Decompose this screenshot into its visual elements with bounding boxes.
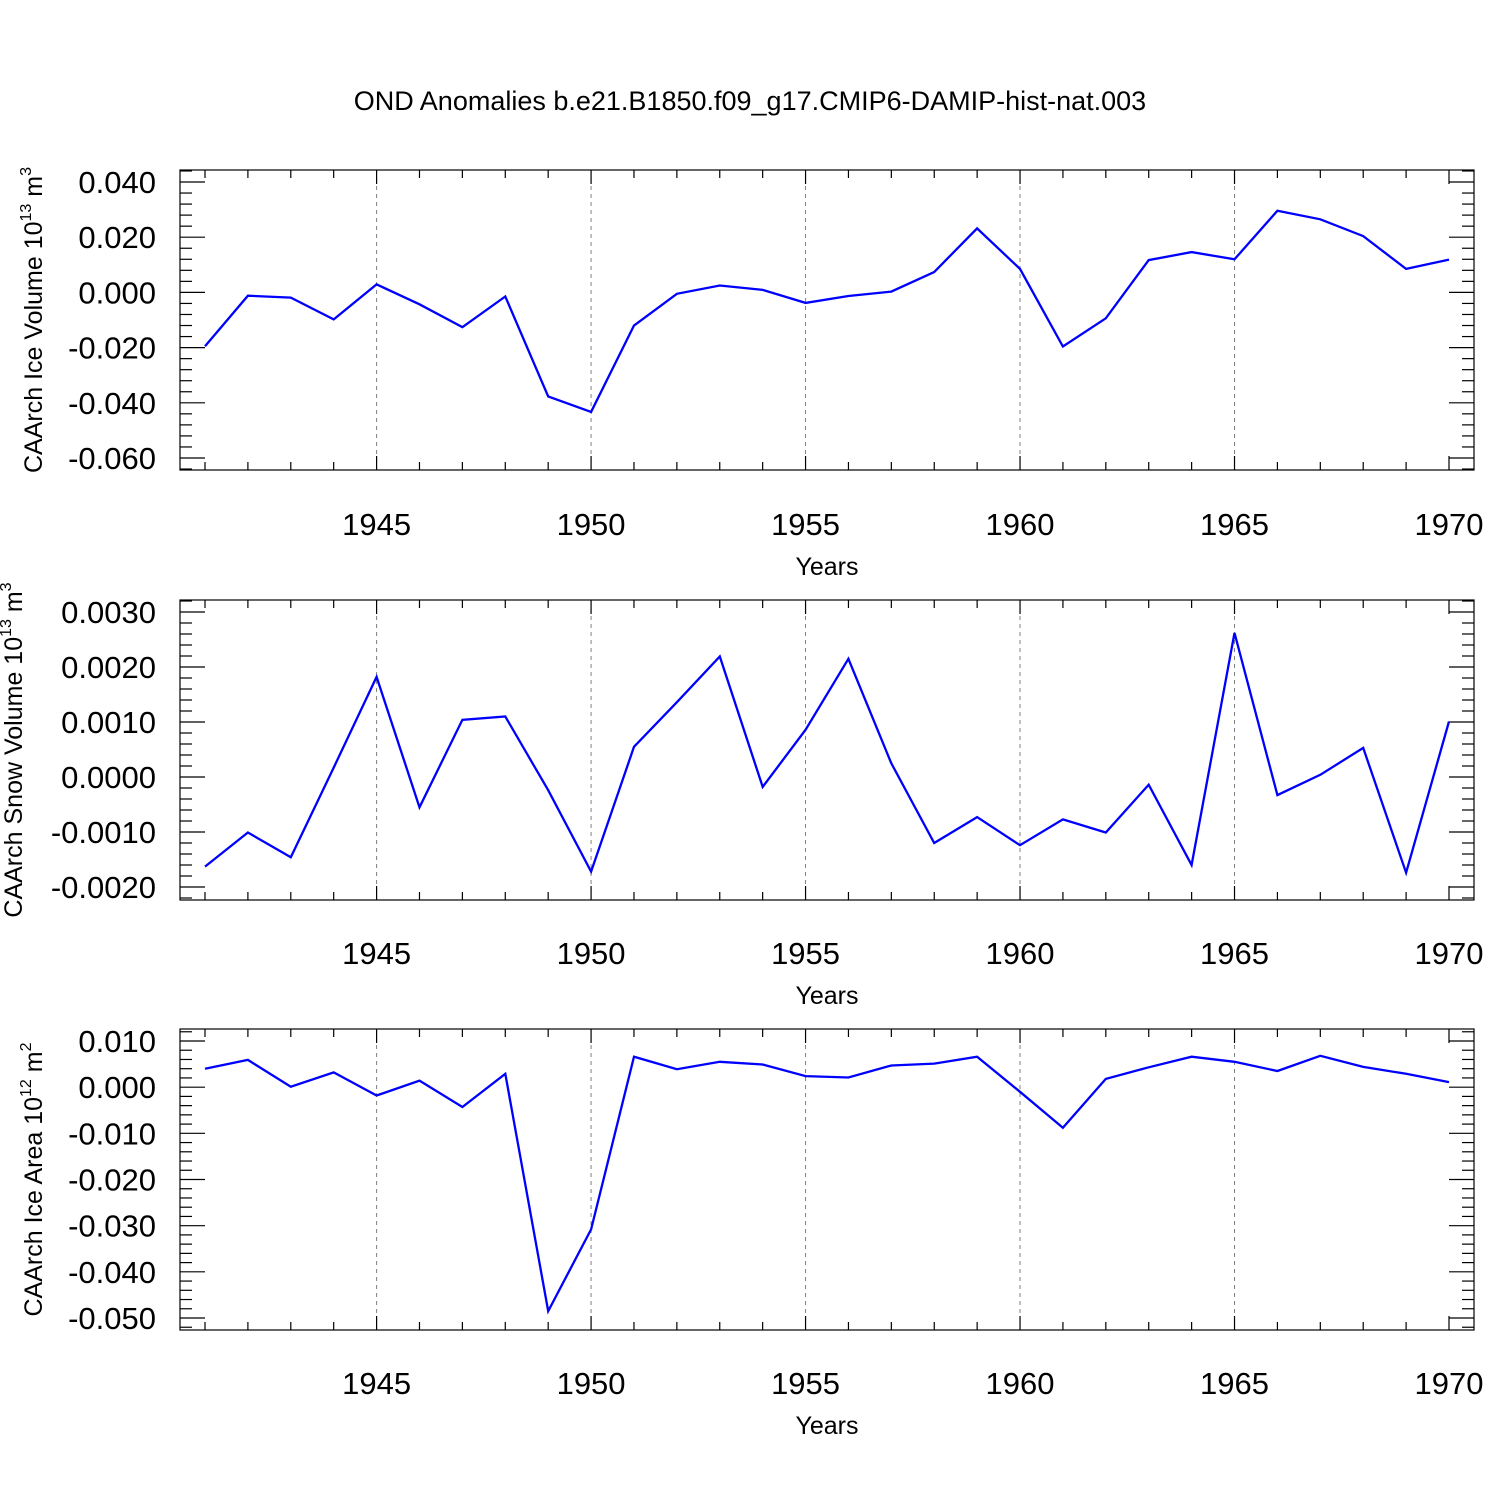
plot-frame [179, 599, 1475, 901]
x-tick-label: 1965 [1200, 507, 1269, 542]
y-tick-label: -0.040 [68, 386, 156, 421]
x-tick-label: 1950 [557, 507, 626, 542]
series-line [204, 632, 1451, 877]
x-axis-label: Years [795, 1412, 858, 1440]
x-tick-label: 1970 [1415, 936, 1484, 971]
x-tick-label: 1945 [342, 936, 411, 971]
y-tick-label: -0.020 [68, 1163, 156, 1198]
series-line [204, 209, 1450, 414]
y-tick-label: 0.000 [78, 275, 156, 310]
y-tick-label: -0.010 [68, 1116, 156, 1151]
x-tick-label: 1970 [1415, 507, 1484, 542]
y-tick-label: -0.030 [68, 1209, 156, 1244]
y-tick-label: -0.050 [68, 1301, 156, 1336]
y-tick-label: -0.0020 [51, 870, 156, 905]
y-tick-label: 0.0010 [61, 705, 156, 740]
x-tick-label: 1950 [557, 936, 626, 971]
y-tick-label: 0.040 [78, 165, 156, 200]
x-tick-label: 1945 [342, 507, 411, 542]
panel-1: -0.060 -0.040 -0.020 0.000 0.020 0.040 1945 195… [18, 165, 1483, 581]
plot-frame [179, 169, 1475, 471]
x-tick-label: 1960 [986, 936, 1055, 971]
y-axis-label: CAArch Ice Volume 1013 m3 [18, 167, 48, 473]
y-axis-label: CAArch Snow Volume 1013 m3 [0, 582, 28, 917]
y-tick-label: -0.060 [68, 441, 156, 476]
x-tick-label: 1955 [771, 936, 840, 971]
x-tick-label: 1960 [986, 1366, 1055, 1401]
plot-frame [179, 1028, 1475, 1331]
series-line [204, 1054, 1450, 1315]
y-axis-label: CAArch Ice Area 1012 m2 [18, 1042, 48, 1316]
y-tick-label: -0.040 [68, 1255, 156, 1290]
x-axis-label: Years [795, 982, 858, 1010]
chart-title: OND Anomalies b.e21.B1850.f09_g17.CMIP6-… [354, 86, 1146, 116]
y-tick-label: -0.0010 [51, 815, 156, 850]
y-tick-label: 0.0000 [61, 760, 156, 795]
panel-3: -0.050 -0.040 -0.030 -0.020 -0.010 0.000 0.010… [18, 1024, 1483, 1440]
x-tick-label: 1945 [342, 1366, 411, 1401]
y-tick-label: 0.010 [78, 1024, 156, 1059]
x-axis-label: Years [795, 553, 858, 581]
x-tick-label: 1965 [1200, 936, 1269, 971]
x-tick-label: 1970 [1415, 1366, 1484, 1401]
y-tick-label: -0.020 [68, 331, 156, 366]
x-tick-label: 1955 [771, 507, 840, 542]
chart-panels: -0.060 -0.040 -0.020 0.000 0.020 0.040 1945 195… [0, 165, 1483, 1440]
x-tick-label: 1965 [1200, 1366, 1269, 1401]
x-tick-label: 1955 [771, 1366, 840, 1401]
panel-2: -0.0020 -0.0010 0.0000 0.0010 0.0020 0.0030 19… [0, 582, 1483, 1010]
y-tick-label: 0.000 [78, 1070, 156, 1105]
y-tick-label: 0.0030 [61, 595, 156, 630]
x-tick-label: 1960 [986, 507, 1055, 542]
y-tick-label: 0.020 [78, 220, 156, 255]
x-tick-label: 1950 [557, 1366, 626, 1401]
y-tick-label: 0.0020 [61, 650, 156, 685]
